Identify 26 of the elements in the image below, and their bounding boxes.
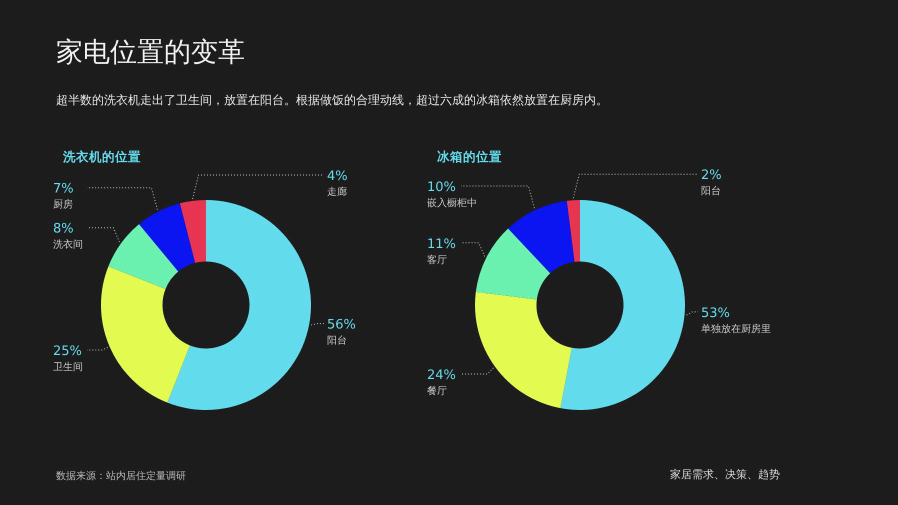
slice-label: 餐厅: [427, 385, 447, 398]
data-label: 2%: [701, 168, 722, 184]
text: 家电位置的变革: [56, 36, 245, 70]
slice-label: 阳台: [327, 334, 347, 347]
slice-label: 嵌入橱柜中: [427, 196, 477, 209]
data-label: 8%: [53, 222, 74, 237]
slice-label: 客厅: [427, 254, 447, 266]
data-label: 7%: [53, 182, 74, 197]
chart-title: 冰箱的位置: [437, 149, 502, 166]
slice-label: 卫生间: [53, 361, 83, 374]
data-label: 25%: [53, 344, 82, 360]
chart-title: 洗衣机的位置: [63, 149, 141, 166]
slice-label: 厨房: [53, 198, 73, 211]
slice-label: 洗衣间: [53, 238, 83, 251]
data-label: 53%: [701, 306, 730, 321]
slice-label: 单独放在厨房里: [701, 322, 771, 335]
data-label: 11%: [427, 236, 456, 252]
data-label: 24%: [427, 368, 456, 384]
source-note: 数据来源：站内居住定量调研: [56, 470, 186, 483]
text: 家居需求、决策、趋势: [670, 467, 780, 482]
slice-label: 走廊: [327, 186, 347, 198]
data-label: 10%: [427, 180, 456, 195]
data-label: 56%: [327, 318, 356, 333]
text: 超半数的洗衣机走出了卫生间，放置在阳台。根据做饭的合理动线，超过六成的冰箱依然放置在厨房内。: [56, 92, 608, 109]
slice-label: 阳台: [701, 185, 721, 198]
data-label: 4%: [327, 168, 348, 184]
